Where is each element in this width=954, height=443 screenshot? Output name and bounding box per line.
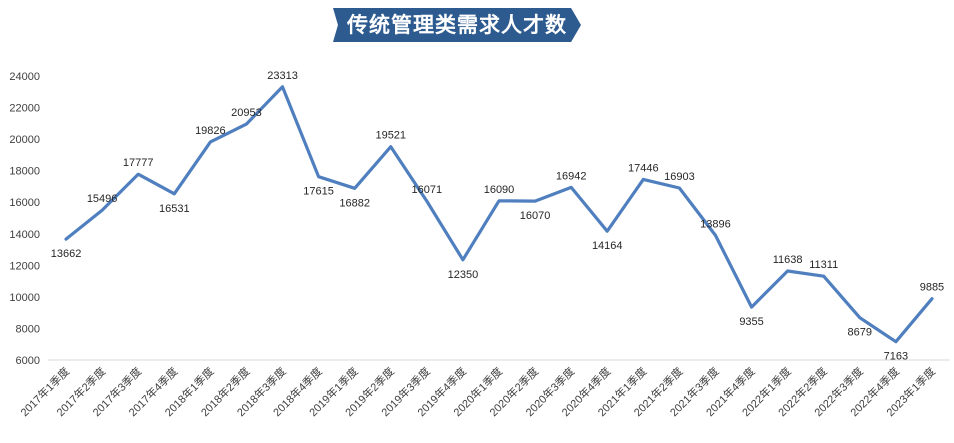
y-tick-label: 20000 <box>9 134 40 146</box>
data-label: 19521 <box>375 130 406 142</box>
data-label: 17615 <box>303 186 334 198</box>
x-axis: 2017年1季度2017年2季度2017年3季度2017年4季度2018年1季度… <box>17 359 950 419</box>
chart-title: 传统管理类需求人才数 <box>333 8 581 42</box>
series-line-group <box>64 85 934 344</box>
y-tick-label: 8000 <box>16 323 40 335</box>
data-label: 7163 <box>884 351 908 363</box>
data-label: 14164 <box>592 240 623 252</box>
y-tick-label: 24000 <box>9 71 40 83</box>
data-label: 15496 <box>87 193 118 205</box>
y-tick-label: 10000 <box>9 292 40 304</box>
data-label: 11638 <box>773 254 803 266</box>
y-tick-label: 18000 <box>9 166 40 178</box>
data-label: 13896 <box>700 218 731 230</box>
data-label: 16942 <box>556 170 587 182</box>
data-label: 17446 <box>628 162 659 174</box>
data-label: 17777 <box>123 157 154 169</box>
data-label: 11311 <box>809 259 838 271</box>
data-label-group: 13662 15496 17777 16531 19826 20953 23313 17615… <box>51 70 944 363</box>
y-tick-label: 12000 <box>9 260 40 272</box>
y-tick-label: 22000 <box>9 103 40 115</box>
data-label: 8679 <box>848 327 872 339</box>
data-label: 23313 <box>267 70 298 82</box>
data-label: 16070 <box>520 210 551 222</box>
data-label: 13662 <box>51 248 82 260</box>
y-tick-label: 6000 <box>16 355 40 367</box>
data-label: 16071 <box>412 184 443 196</box>
data-label: 16882 <box>339 197 370 209</box>
y-tick-label: 16000 <box>9 197 40 209</box>
y-axis: 6000 8000 10000 12000 14000 16000 18000 20000 22… <box>9 71 40 367</box>
data-label: 9885 <box>920 282 944 294</box>
y-tick-label: 14000 <box>9 229 40 241</box>
data-label: 19826 <box>195 125 226 137</box>
data-label: 20953 <box>231 107 262 119</box>
data-label: 16903 <box>664 171 695 183</box>
data-label: 9355 <box>739 316 763 328</box>
data-label: 16531 <box>159 203 190 215</box>
data-label: 16090 <box>484 184 515 196</box>
data-label: 12350 <box>448 269 479 281</box>
series-line <box>64 85 934 344</box>
